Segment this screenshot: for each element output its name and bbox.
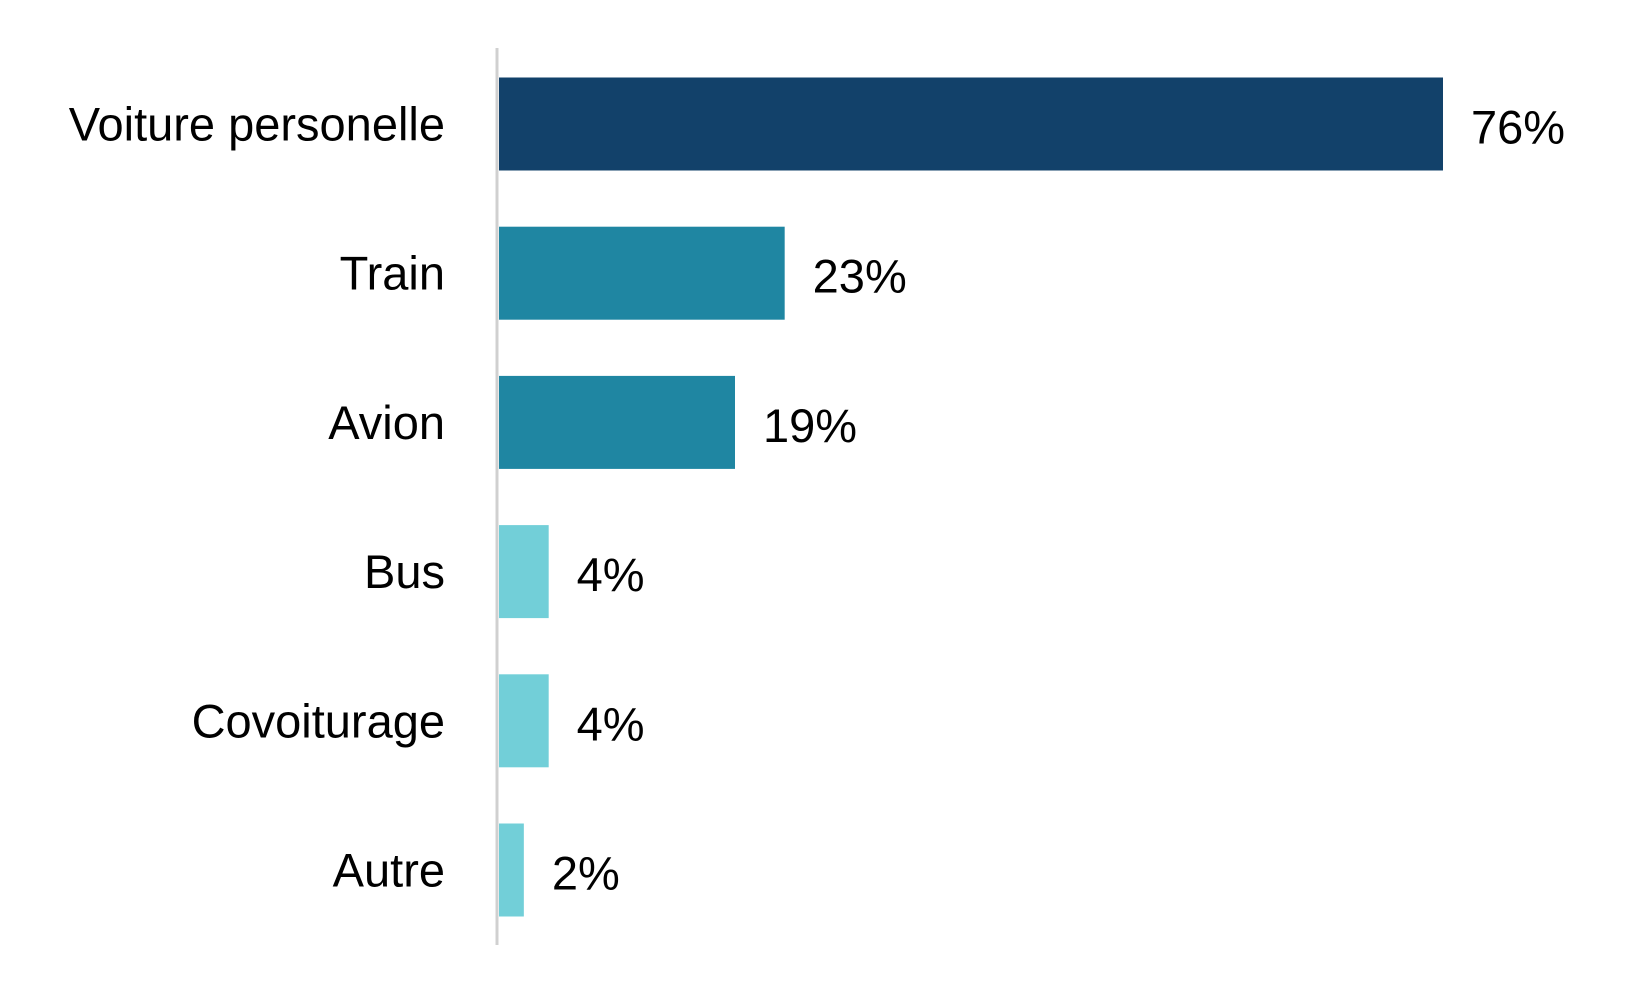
category-label-covoiturage: Covoiturage [192, 694, 445, 747]
bar-covoiturage [499, 674, 549, 768]
category-label-voiture-personelle: Voiture personelle [69, 98, 445, 151]
bar-autre [499, 823, 524, 917]
labels-layer: Voiture personelle 76% Train 23% Avion 19% Bus… [69, 98, 1565, 900]
value-label-covoiturage: 4% [577, 697, 645, 750]
category-label-bus: Bus [364, 545, 445, 598]
bar-train [499, 226, 785, 320]
category-label-autre: Autre [333, 844, 445, 897]
category-label-train: Train [340, 247, 445, 300]
value-label-voiture-personelle: 76% [1471, 101, 1565, 154]
bars-layer [499, 77, 1443, 917]
value-label-autre: 2% [552, 847, 620, 900]
value-label-bus: 4% [577, 548, 645, 601]
bar-bus [499, 525, 549, 619]
category-label-avion: Avion [328, 396, 445, 449]
bar-avion [499, 375, 735, 469]
value-label-train: 23% [813, 250, 907, 303]
bar-voiture-personelle [499, 77, 1443, 171]
value-label-avion: 19% [763, 399, 857, 452]
